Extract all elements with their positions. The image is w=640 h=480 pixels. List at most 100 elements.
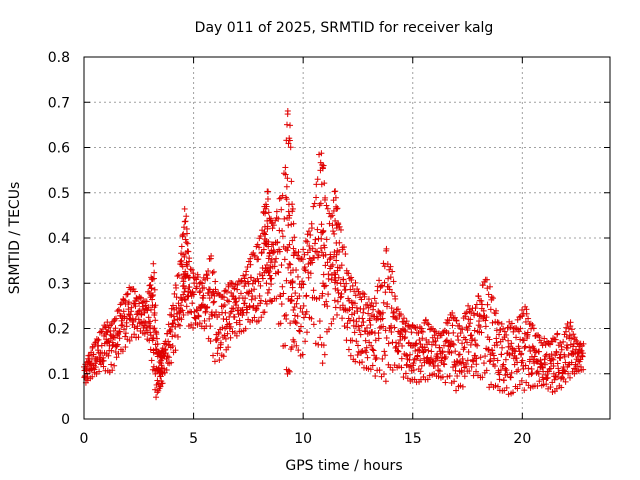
data-point (568, 359, 575, 366)
data-point (513, 334, 520, 341)
data-point (452, 362, 459, 369)
data-point (89, 343, 96, 350)
data-point (465, 302, 472, 309)
data-point (290, 306, 297, 313)
data-point (459, 340, 466, 347)
data-point (370, 303, 377, 310)
data-point (114, 341, 121, 348)
data-point (236, 321, 243, 328)
data-point (89, 373, 96, 380)
data-point (135, 334, 142, 341)
data-point (359, 290, 366, 297)
data-point (303, 308, 310, 315)
data-point (147, 329, 154, 336)
data-point (137, 294, 144, 301)
data-point (221, 332, 228, 339)
data-point (300, 281, 307, 288)
data-point (428, 355, 435, 362)
data-point (515, 366, 522, 373)
data-point (431, 332, 438, 339)
data-point (327, 254, 334, 261)
data-point (265, 188, 272, 195)
data-point (359, 315, 366, 322)
data-point (197, 279, 204, 286)
data-point (323, 202, 330, 209)
x-tick-label: 15 (404, 431, 422, 447)
data-point (561, 353, 568, 360)
data-point (255, 278, 262, 285)
y-tick-label: 0.3 (48, 276, 70, 292)
data-point (352, 292, 359, 299)
data-point (418, 362, 425, 369)
data-point (358, 348, 365, 355)
data-point (395, 348, 402, 355)
data-point (381, 279, 388, 286)
data-point (367, 366, 374, 373)
data-point (300, 246, 307, 253)
data-point (479, 282, 486, 289)
data-point (136, 300, 143, 307)
data-point (373, 300, 380, 307)
data-point (173, 284, 180, 291)
data-point (570, 331, 577, 338)
data-point (209, 289, 216, 296)
data-point (507, 374, 514, 381)
data-point (462, 313, 469, 320)
data-point (248, 251, 255, 258)
data-point (282, 342, 289, 349)
data-point (127, 311, 134, 318)
data-point (203, 272, 210, 279)
data-point (273, 255, 280, 262)
y-tick-label: 0.6 (48, 141, 70, 157)
data-point (470, 357, 477, 364)
data-point (294, 273, 301, 280)
data-point (289, 278, 296, 285)
data-point (562, 378, 569, 385)
data-point (455, 337, 462, 344)
data-point (223, 316, 230, 323)
data-point (136, 307, 143, 314)
data-point (109, 367, 116, 374)
data-point (371, 295, 378, 302)
data-point (523, 310, 530, 317)
data-point (548, 355, 555, 362)
data-point (319, 360, 326, 367)
data-point (297, 323, 304, 330)
data-point (258, 314, 265, 321)
data-point (440, 360, 447, 367)
data-point (204, 304, 211, 311)
data-point (171, 290, 178, 297)
data-point (166, 327, 173, 334)
data-point (535, 370, 542, 377)
data-point (286, 241, 293, 248)
data-point (449, 309, 456, 316)
data-point (479, 374, 486, 381)
data-point (461, 373, 468, 380)
data-point (297, 305, 304, 312)
data-point (402, 334, 409, 341)
data-point (144, 323, 151, 330)
data-point (489, 319, 496, 326)
data-point (86, 352, 93, 359)
data-point (272, 217, 279, 224)
data-point (513, 355, 520, 362)
data-point (213, 290, 220, 297)
data-point (453, 317, 460, 324)
data-point (285, 264, 292, 271)
data-point (392, 314, 399, 321)
data-point (558, 346, 565, 353)
data-point (198, 302, 205, 309)
data-point (558, 384, 565, 391)
data-point (302, 237, 309, 244)
data-point (207, 338, 214, 345)
data-point (315, 252, 322, 259)
x-tick-label: 10 (294, 431, 312, 447)
data-point (147, 322, 154, 329)
data-point (182, 285, 189, 292)
data-point (284, 247, 291, 254)
data-point (324, 303, 331, 310)
data-point (369, 346, 376, 353)
data-point (263, 280, 270, 287)
data-point (506, 351, 513, 358)
x-axis-label: GPS time / hours (285, 458, 402, 474)
